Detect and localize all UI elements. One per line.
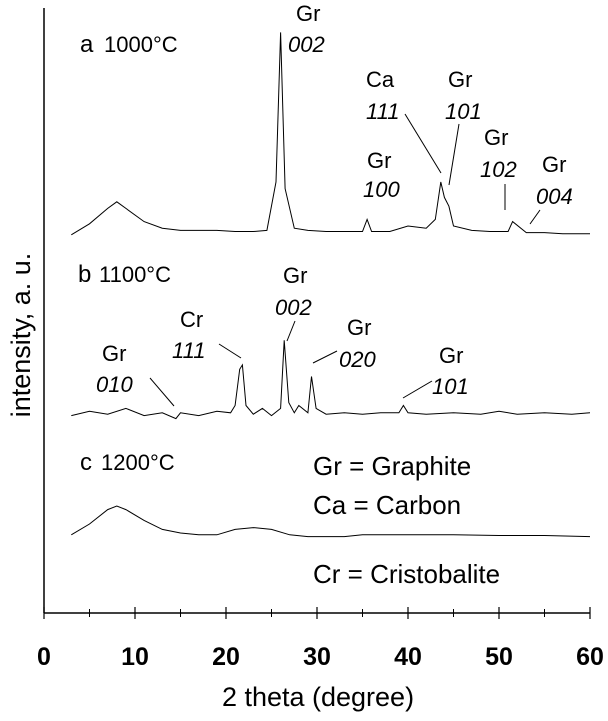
peak-b-gr020-phase: Gr — [347, 315, 371, 340]
leader-b-gr101 — [402, 380, 433, 399]
series-c-temp: 1200°C — [101, 450, 175, 475]
peak-a-gr002-phase: Gr — [296, 1, 320, 26]
x-tick-label-60: 60 — [576, 643, 604, 671]
peak-a-ca111-index: 111 — [366, 99, 399, 124]
peak-b-gr002-phase: Gr — [283, 263, 307, 288]
series-a-temp: 1000°C — [104, 32, 178, 57]
y-axis-title: intensity, a. u. — [6, 253, 36, 418]
peak-b-gr101-index: 101 — [432, 374, 469, 399]
peak-b-cr111-phase: Cr — [180, 307, 203, 332]
peak-a-gr004-phase: Gr — [542, 152, 566, 177]
legend-carbon: Ca = Carbon — [313, 490, 461, 520]
series-b-temp: 1100°C — [99, 262, 171, 287]
legend-cristobalite: Cr = Cristobalite — [313, 559, 500, 589]
leader-b-gr002 — [286, 320, 296, 342]
leader-a-ca111 — [404, 113, 442, 174]
peak-a-gr002-index: 002 — [288, 32, 325, 57]
series-b-letter: b — [78, 261, 91, 288]
series-a-line — [71, 32, 590, 236]
series-c-line — [71, 505, 591, 538]
series-c-letter: c — [80, 449, 92, 476]
peak-b-gr010-phase: Gr — [102, 341, 126, 366]
peak-a-gr101-index: 101 — [445, 99, 482, 124]
peak-a-ca111-phase: Ca — [366, 67, 395, 92]
peak-b-cr111-index: 111 — [172, 338, 205, 363]
peak-a-gr100-phase: Gr — [367, 148, 391, 173]
peak-a-gr102-phase: Gr — [484, 125, 508, 150]
peak-a-gr101-phase: Gr — [448, 67, 472, 92]
x-tick-label-30: 30 — [303, 643, 331, 671]
leader-b-gr020 — [312, 350, 338, 364]
x-tick-label-50: 50 — [485, 643, 513, 671]
x-tick-label-40: 40 — [394, 643, 422, 671]
x-tick-label-20: 20 — [212, 643, 240, 671]
x-tick-label-10: 10 — [121, 643, 149, 671]
leader-a-gr101 — [448, 123, 460, 186]
x-axis-title: 2 theta (degree) — [222, 682, 414, 712]
peak-a-gr100-index: 100 — [363, 177, 400, 202]
peak-b-gr020-index: 020 — [339, 347, 376, 372]
peak-b-gr002-index: 002 — [275, 295, 312, 320]
leader-b-cr111 — [218, 343, 242, 359]
series-b-line — [71, 340, 591, 420]
series-a-letter: a — [80, 31, 94, 58]
peak-b-gr101-phase: Gr — [439, 343, 463, 368]
peak-a-gr004-index: 004 — [536, 184, 573, 209]
peak-a-gr102-index: 102 — [480, 157, 517, 182]
leader-a-gr004 — [529, 209, 541, 225]
legend-graphite: Gr = Graphite — [313, 451, 471, 481]
peak-b-gr010-index: 010 — [96, 372, 133, 397]
leader-b-gr010 — [149, 377, 175, 407]
x-tick-label-0: 0 — [37, 643, 51, 671]
